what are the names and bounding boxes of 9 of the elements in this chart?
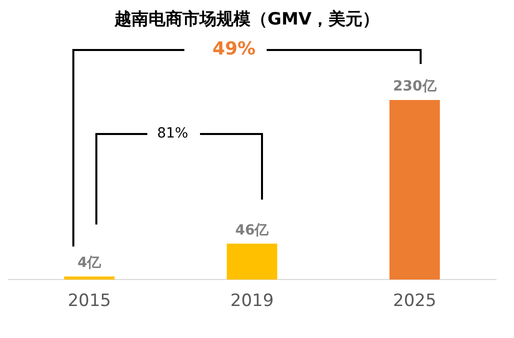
annotation: 81%: [157, 126, 188, 142]
data-label: 46亿: [235, 222, 270, 238]
data-label: 230亿: [393, 78, 438, 95]
chart-title: 越南电商市场规模（GMV，美元）: [113, 9, 380, 30]
x-tick-label: 2019: [230, 291, 274, 312]
text: 49%: [212, 38, 256, 60]
data-label: 4亿: [77, 255, 102, 272]
x-tick-label: 2025: [393, 291, 436, 312]
x-tick-label: 2015: [68, 291, 111, 312]
